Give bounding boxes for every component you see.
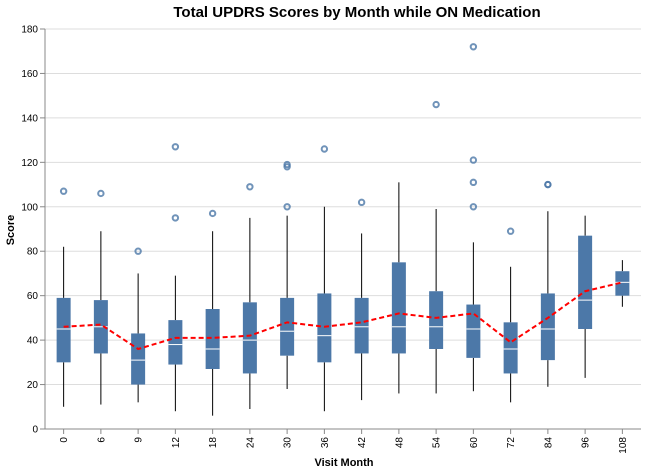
outlier-point (469, 178, 478, 187)
y-tick-label: 100 (21, 202, 38, 213)
x-tick-label: 60 (469, 437, 480, 449)
box-iqr (131, 333, 146, 385)
box-iqr (503, 322, 518, 374)
x-tick-label: 96 (581, 437, 592, 449)
box-group (540, 180, 555, 387)
outlier-point (283, 203, 291, 211)
y-tick-label: 20 (27, 380, 39, 391)
x-tick-label: 72 (506, 437, 517, 449)
outlier-point (506, 227, 515, 235)
outlier-point (357, 198, 366, 207)
outlier-point (283, 160, 291, 169)
x-tick-label: 42 (357, 437, 368, 449)
outlier-point (469, 156, 478, 164)
box-group (391, 182, 406, 394)
x-tick-label: 12 (171, 437, 182, 449)
box-group (168, 143, 183, 412)
outlier-point (544, 180, 552, 189)
x-tick-label: 0 (59, 437, 70, 443)
box-iqr (168, 320, 183, 365)
x-tick-label: 24 (245, 437, 256, 449)
box-iqr (578, 235, 593, 329)
y-tick-label: 160 (21, 69, 38, 80)
box-iqr (205, 309, 220, 369)
box-series (56, 43, 630, 416)
y-tick-label: 60 (27, 291, 39, 302)
y-tick-label: 40 (27, 336, 39, 347)
box-iqr (317, 293, 332, 363)
x-tick-label: 48 (394, 437, 405, 449)
outlier-point (134, 247, 142, 255)
box-group (93, 189, 108, 405)
box-iqr (56, 297, 71, 363)
outlier-point (320, 145, 329, 153)
box-group (615, 260, 630, 307)
y-tick-label: 180 (21, 25, 38, 36)
x-tick-label: 6 (96, 437, 107, 443)
box-iqr (615, 271, 630, 296)
y-axis-title: Score (5, 215, 17, 246)
box-group (56, 187, 71, 407)
box-iqr (242, 302, 257, 374)
y-tick-label: 120 (21, 158, 38, 169)
outlier-point (59, 187, 68, 195)
y-tick-label: 80 (27, 247, 39, 258)
outlier-point (432, 100, 440, 109)
box-group (466, 43, 481, 392)
box-iqr (391, 262, 406, 354)
x-tick-label: 30 (283, 437, 294, 449)
x-tick-label: 36 (320, 437, 331, 449)
box-group (354, 198, 369, 401)
outlier-point (469, 203, 478, 211)
x-axis-title: Visit Month (314, 457, 373, 469)
box-group (280, 160, 295, 389)
mean-line-series (63, 281, 623, 351)
outlier-point (97, 189, 105, 198)
box-group (317, 145, 332, 412)
x-tick-label: 54 (432, 437, 443, 449)
x-tick-label: 84 (543, 437, 554, 449)
outlier-point (171, 214, 180, 222)
box-group (131, 247, 146, 403)
box-group (205, 209, 220, 416)
box-group (503, 227, 518, 403)
box-iqr (429, 291, 444, 349)
outlier-point (208, 209, 217, 218)
y-tick-label: 140 (21, 113, 38, 124)
outlier-point (171, 143, 180, 151)
x-tick-label: 18 (208, 437, 219, 449)
outlier-point (469, 43, 478, 51)
chart-title: Total UPDRS Scores by Month while ON Med… (173, 4, 540, 21)
axes: 0 20 40 60 80 100 120 140 160 180 0 6 9 12 18 24 30 36 42 4… (21, 25, 641, 454)
box-group (578, 215, 593, 378)
box-iqr (280, 297, 295, 356)
box-group (242, 183, 257, 409)
mean-line (63, 281, 623, 351)
box-group (429, 100, 444, 394)
x-tick-label: 9 (134, 437, 145, 443)
box-iqr (540, 293, 555, 361)
x-tick-label: 108 (618, 437, 629, 454)
y-tick-label: 0 (32, 425, 38, 436)
outlier-point (246, 183, 254, 191)
box-iqr (354, 297, 369, 354)
box-iqr (466, 304, 481, 358)
